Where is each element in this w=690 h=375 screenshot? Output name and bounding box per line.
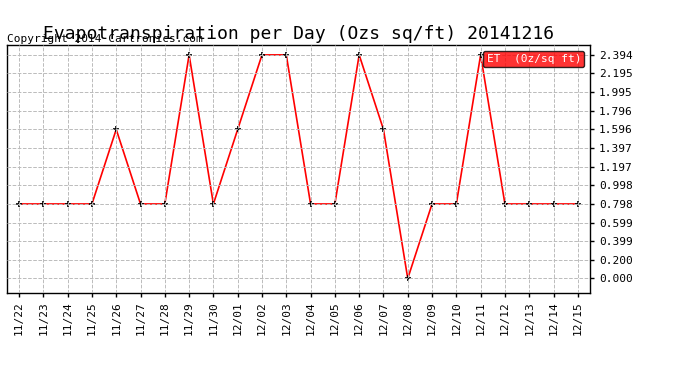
Text: Copyright 2014 Cartronics.com: Copyright 2014 Cartronics.com: [7, 34, 203, 44]
Title: Evapotranspiration per Day (Ozs sq/ft) 20141216: Evapotranspiration per Day (Ozs sq/ft) 2…: [43, 26, 554, 44]
Legend: ET  (0z/sq ft): ET (0z/sq ft): [483, 51, 584, 67]
